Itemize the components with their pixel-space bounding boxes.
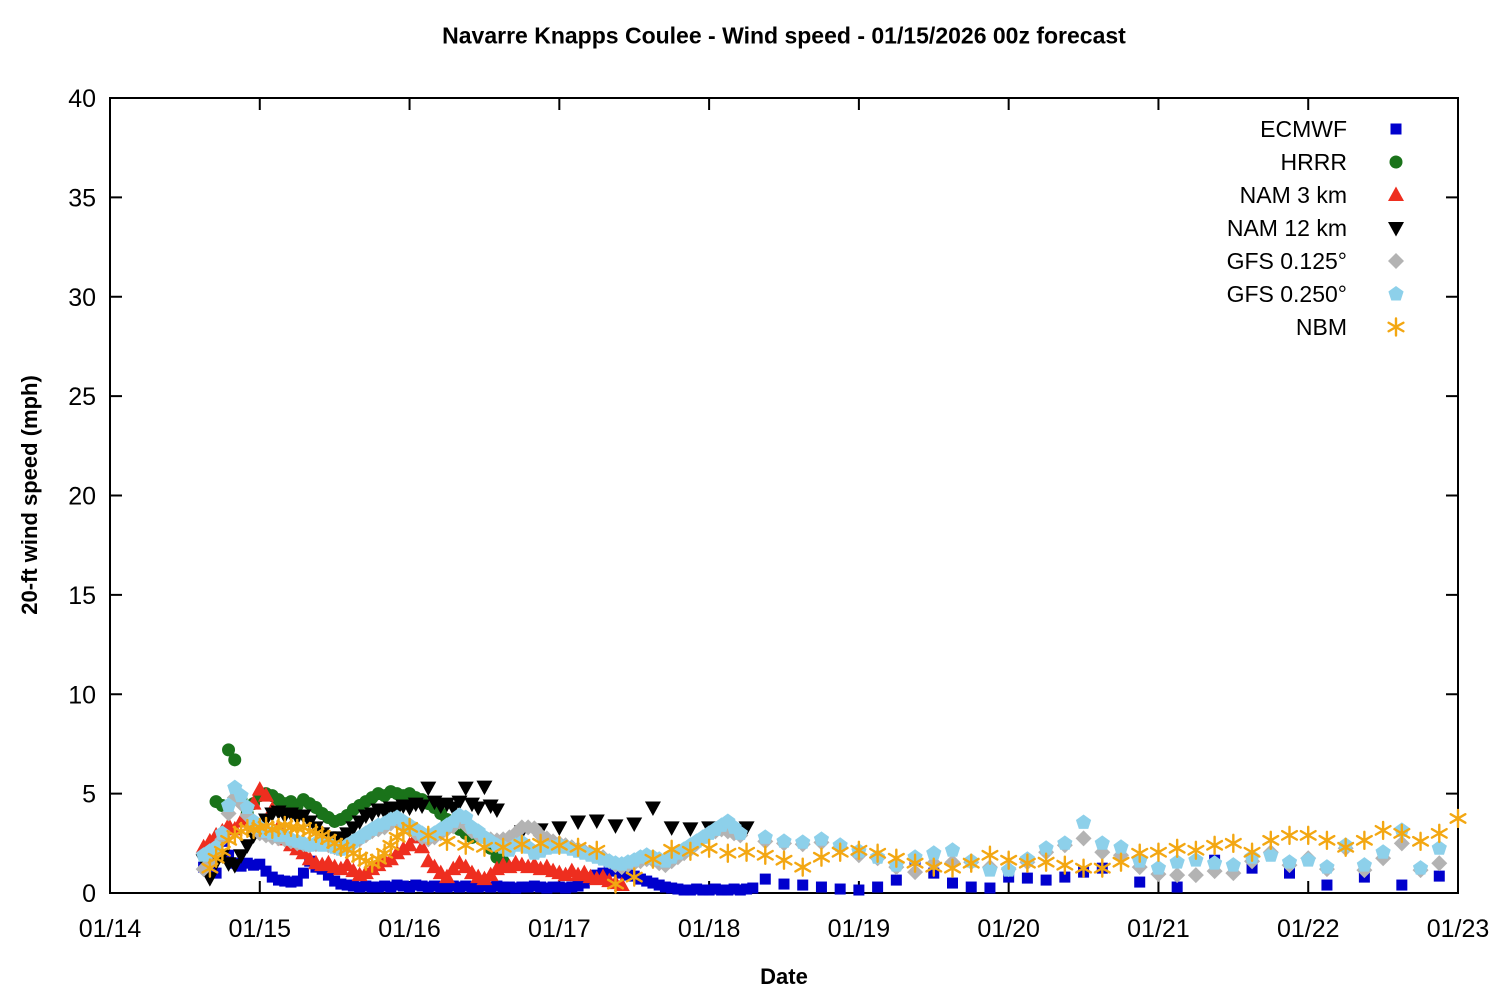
x-tick-label: 01/22 [1277,915,1340,943]
x-tick-label: 01/17 [528,915,591,943]
legend-label-ecmwf: ECMWF [1260,116,1347,142]
x-tick-label: 01/15 [228,915,291,943]
chart-title: Navarre Knapps Coulee - Wind speed - 01/… [442,22,1126,49]
y-tick-label: 10 [68,681,96,709]
legend-label-hrrr: HRRR [1281,149,1347,175]
y-tick-label: 15 [68,582,96,610]
x-tick-label: 01/19 [828,915,891,943]
legend-marker-gfs250-icon [1388,286,1404,301]
x-tick-label: 01/23 [1427,915,1490,943]
x-tick-label: 01/18 [678,915,741,943]
legend-label-gfs250: GFS 0.250° [1227,281,1347,307]
y-tick-label: 25 [68,383,96,411]
y-tick-label: 35 [68,184,96,212]
legend-label-nam3: NAM 3 km [1240,182,1347,208]
y-axis-label: 20-ft wind speed (mph) [17,375,42,615]
y-tick-label: 0 [82,880,96,908]
legend-marker-gfs125-icon [1388,253,1404,269]
x-tick-label: 01/14 [79,915,142,943]
legend-marker-ecmwf-icon [1390,123,1402,135]
legend-marker-nbm-icon [1387,317,1405,337]
legend-label-nbm: NBM [1296,314,1347,340]
legend-marker-nam12-icon [1388,222,1404,237]
x-axis-label: Date [760,964,808,989]
y-tick-label: 20 [68,483,96,511]
y-tick-label: 30 [68,284,96,312]
y-tick-label: 5 [82,781,96,809]
series-nbm-points [201,808,1467,894]
legend-label-gfs125: GFS 0.125° [1227,248,1347,274]
x-tick-label: 01/20 [977,915,1040,943]
x-tick-label: 01/21 [1127,915,1190,943]
legend-marker-nam3-icon [1388,186,1404,201]
y-tick-label: 40 [68,85,96,113]
x-tick-label: 01/16 [378,915,441,943]
legend-label-nam12: NAM 12 km [1227,215,1347,241]
legend-marker-hrrr-icon [1389,155,1403,169]
